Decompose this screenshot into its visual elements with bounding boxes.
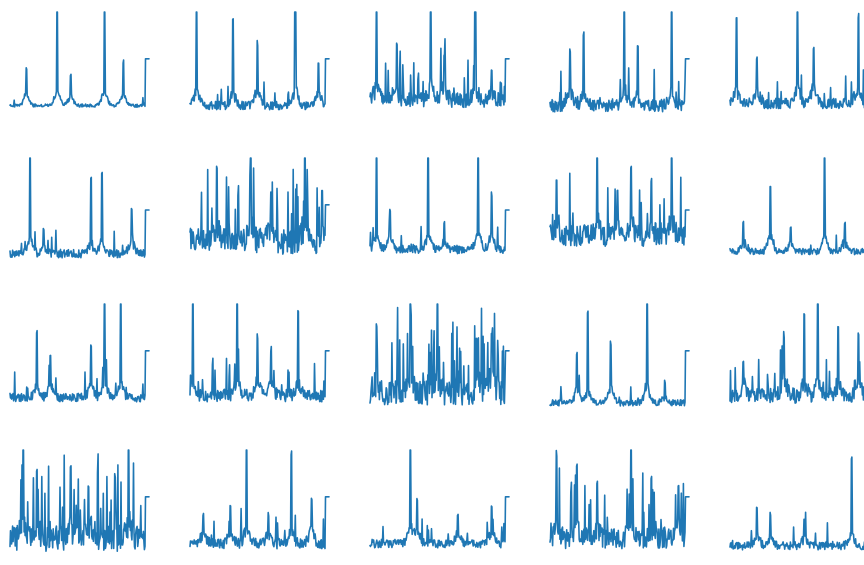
trace-line-r1-c1: [9, 11, 150, 108]
trace-line-r2-c1: [9, 157, 150, 259]
trace-line-r1-c4: [549, 11, 690, 113]
trace-panel-r1-c2: [189, 11, 330, 111]
trace-line-r2-c5: [729, 157, 864, 256]
trace-line-r4-c1: [9, 449, 150, 552]
trace-panel-r4-c1: [9, 449, 150, 552]
trace-panel-r2-c2: [189, 157, 330, 255]
trace-line-r3-c1: [9, 303, 150, 403]
trace-panel-r4-c4: [549, 449, 690, 550]
trace-line-r3-c5: [729, 303, 864, 404]
trace-panel-r2-c3: [369, 157, 510, 255]
trace-line-r4-c2: [189, 449, 330, 550]
trace-panel-r4-c2: [189, 449, 330, 550]
trace-line-r1-c2: [189, 11, 330, 111]
trace-panel-r3-c3: [369, 303, 510, 406]
trace-panel-r1-c1: [9, 11, 150, 108]
trace-line-r4-c5: [729, 456, 864, 551]
trace-line-r3-c2: [189, 303, 330, 403]
trace-line-r2-c4: [549, 157, 690, 247]
trace-line-r2-c3: [369, 157, 510, 255]
trace-panel-r4-c3: [369, 449, 510, 549]
trace-line-r4-c4: [549, 449, 690, 550]
trace-panel-r1-c3: [369, 11, 510, 109]
trace-panel-r2-c4: [549, 157, 690, 247]
trace-panel-r4-c5: [729, 456, 864, 551]
trace-line-r1-c5: [729, 11, 864, 110]
trace-line-r3-c3: [369, 303, 510, 406]
trace-panel-r1-c5: [729, 11, 864, 110]
trace-line-r4-c3: [369, 449, 510, 549]
trace-panel-r2-c5: [729, 157, 864, 256]
trace-panel-r3-c2: [189, 303, 330, 403]
trace-panel-r2-c1: [9, 157, 150, 259]
trace-panel-r1-c4: [549, 11, 690, 113]
trace-panel-r3-c1: [9, 303, 150, 403]
trace-line-r1-c3: [369, 11, 510, 109]
trace-line-r2-c2: [189, 157, 330, 255]
trace-line-r3-c4: [549, 303, 690, 407]
trace-panel-r3-c5: [729, 303, 864, 404]
trace-panel-r3-c4: [549, 303, 690, 407]
